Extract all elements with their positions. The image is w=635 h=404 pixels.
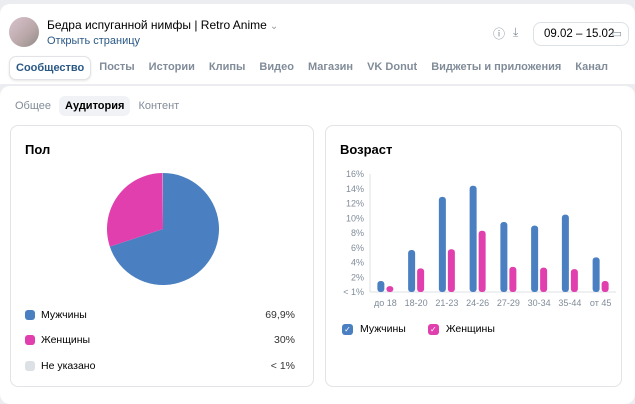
women-dot <box>25 335 35 345</box>
tab-vk-donut[interactable]: VK Donut <box>367 61 418 73</box>
chevron-down-icon[interactable]: ⌄ <box>269 21 279 32</box>
legend-label: Не указано <box>41 360 96 372</box>
x-tick-label: 35-44 <box>558 298 581 308</box>
bar-men[interactable] <box>408 249 416 292</box>
y-tick-label: 6% <box>351 243 364 253</box>
gender-pie-chart <box>106 173 219 285</box>
subtabs: Общее Аудитория Контент <box>9 96 187 116</box>
gender-card: Пол Мужчины 69,9% Женщины 30% Не указано < … <box>10 125 314 387</box>
legend-women: Женщины 30% <box>25 334 295 346</box>
tab-widgets[interactable]: Виджеты и приложения <box>431 61 562 73</box>
section-tabs: Сообщество Посты Истории Клипы Видео Маг… <box>9 56 616 80</box>
avatar[interactable] <box>9 17 39 47</box>
y-tick-label: 14% <box>346 184 364 194</box>
bar-women[interactable] <box>509 266 517 292</box>
legend-label: Мужчины <box>41 309 87 321</box>
age-title: Возраст <box>340 142 393 157</box>
date-range-text: 09.02 – 15.02 <box>544 28 615 40</box>
x-tick-label: от 45 <box>590 298 611 308</box>
x-tick-label: 27-29 <box>497 298 520 308</box>
legend-value: 69,9% <box>265 309 295 321</box>
pie-slice <box>109 173 219 285</box>
y-tick-label: 4% <box>351 258 364 268</box>
tab-shop[interactable]: Магазин <box>307 61 354 73</box>
age-card: Возраст < 1% 2% 4% 6% 8% 10% 12% 14% 16% до 18 18-… <box>325 125 622 387</box>
bar-men[interactable] <box>531 225 539 292</box>
y-tick-label: 8% <box>351 228 364 238</box>
x-tick-label: до 18 <box>374 298 397 308</box>
download-icon[interactable]: ⤓ <box>513 25 519 39</box>
legend-men: Мужчины 69,9% <box>25 309 295 321</box>
legend-value: 30% <box>273 334 295 346</box>
open-page-link[interactable]: Открыть страницу <box>47 35 141 47</box>
men-checkbox[interactable]: ✓ <box>342 323 353 335</box>
bar-women[interactable] <box>478 230 486 292</box>
x-tick-label: 30-34 <box>528 298 551 308</box>
legend-unknown: Не указано < 1% <box>25 360 295 372</box>
subtab-content[interactable]: Контент <box>138 100 180 112</box>
legend-value: < 1% <box>270 360 295 372</box>
bar-men[interactable] <box>438 196 446 292</box>
x-tick-label: 21-23 <box>435 298 458 308</box>
date-range-picker[interactable]: 09.02 – 15.02 ▭ <box>533 22 629 46</box>
tab-posts[interactable]: Посты <box>99 61 135 73</box>
help-icon[interactable]: ⓘ <box>493 27 506 41</box>
community-title[interactable]: Бедра испуганной нимфы | Retro Anime ⌄ <box>47 18 278 32</box>
men-legend-label: Мужчины <box>360 323 406 335</box>
bar-men[interactable] <box>561 214 569 292</box>
calendar-icon: ▭ <box>611 28 622 40</box>
tab-stories[interactable]: Истории <box>148 61 195 73</box>
subtab-general[interactable]: Общее <box>15 100 52 112</box>
tab-video[interactable]: Видео <box>259 61 294 73</box>
y-tick-label: < 1% <box>343 287 364 297</box>
y-tick-label: 16% <box>346 169 364 179</box>
subtab-audience[interactable]: Аудитория <box>59 96 131 116</box>
main-panel: Общее Аудитория Контент Пол Мужчины 69,9%… <box>0 86 635 404</box>
age-bar-chart: < 1% 2% 4% 6% 8% 10% 12% 14% 16% до 18 18-20 21-23 2… <box>343 169 616 308</box>
y-tick-label: 10% <box>346 213 364 223</box>
x-tick-label: 24-26 <box>466 298 489 308</box>
bar-women[interactable] <box>386 286 394 292</box>
tab-clips[interactable]: Клипы <box>208 61 246 73</box>
bar-women[interactable] <box>570 269 578 292</box>
bar-women[interactable] <box>417 268 425 292</box>
women-checkbox[interactable]: ✓ <box>427 323 439 335</box>
title-text: Бедра испуганной нимфы | Retro Anime <box>47 18 267 32</box>
men-dot <box>25 310 35 320</box>
unknown-dot <box>25 361 35 371</box>
tab-channel[interactable]: Канал <box>575 61 609 73</box>
age-legend: ✓ Мужчины ✓ Женщины <box>342 323 495 335</box>
x-tick-label: 18-20 <box>405 298 428 308</box>
legend-label: Женщины <box>41 334 91 346</box>
bar-men[interactable] <box>500 221 508 292</box>
y-tick-label: 2% <box>351 272 364 282</box>
women-legend-label: Женщины <box>445 323 495 335</box>
tab-community[interactable]: Сообщество <box>9 56 92 80</box>
bar-women[interactable] <box>540 267 548 292</box>
bar-men[interactable] <box>377 280 385 292</box>
header: Бедра испуганной нимфы | Retro Anime ⌄ От… <box>0 4 635 84</box>
bar-men[interactable] <box>592 257 600 292</box>
bar-women[interactable] <box>601 280 609 292</box>
pie-slice <box>106 173 163 247</box>
bar-men[interactable] <box>469 185 477 292</box>
gender-title: Пол <box>25 142 51 157</box>
bar-women[interactable] <box>447 249 455 292</box>
y-tick-label: 12% <box>346 199 364 209</box>
